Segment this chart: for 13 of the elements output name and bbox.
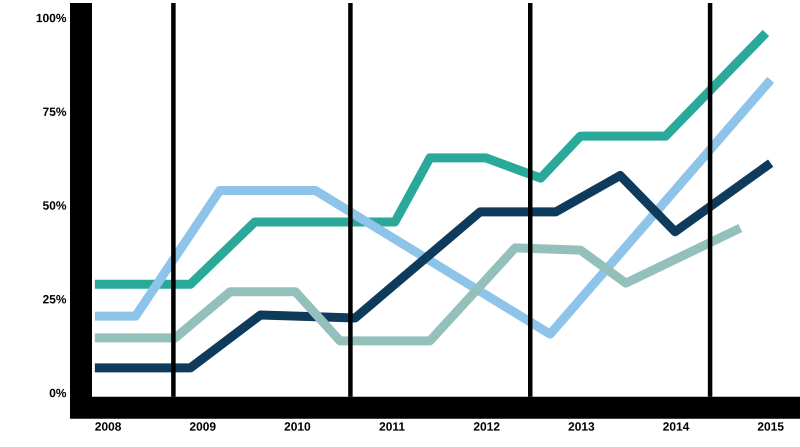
y-tick-label: 25%: [42, 295, 66, 304]
x-tick-label: 2009: [190, 422, 216, 431]
x-tick-label: 2010: [284, 422, 310, 431]
x-tick-label: 2012: [474, 422, 500, 431]
y-tick-label: 50%: [42, 201, 66, 210]
x-tick-label: 2015: [758, 422, 784, 431]
x-tick-label: 2008: [95, 422, 122, 431]
y-tick-label: 100%: [36, 14, 66, 22]
y-tick-label: 0%: [50, 388, 66, 398]
x-tick-label: 2014: [663, 422, 690, 431]
y-tick-label: 75%: [43, 108, 66, 116]
x-tick-label: 2011: [380, 422, 405, 431]
x-tick-label: 2013: [568, 422, 594, 431]
